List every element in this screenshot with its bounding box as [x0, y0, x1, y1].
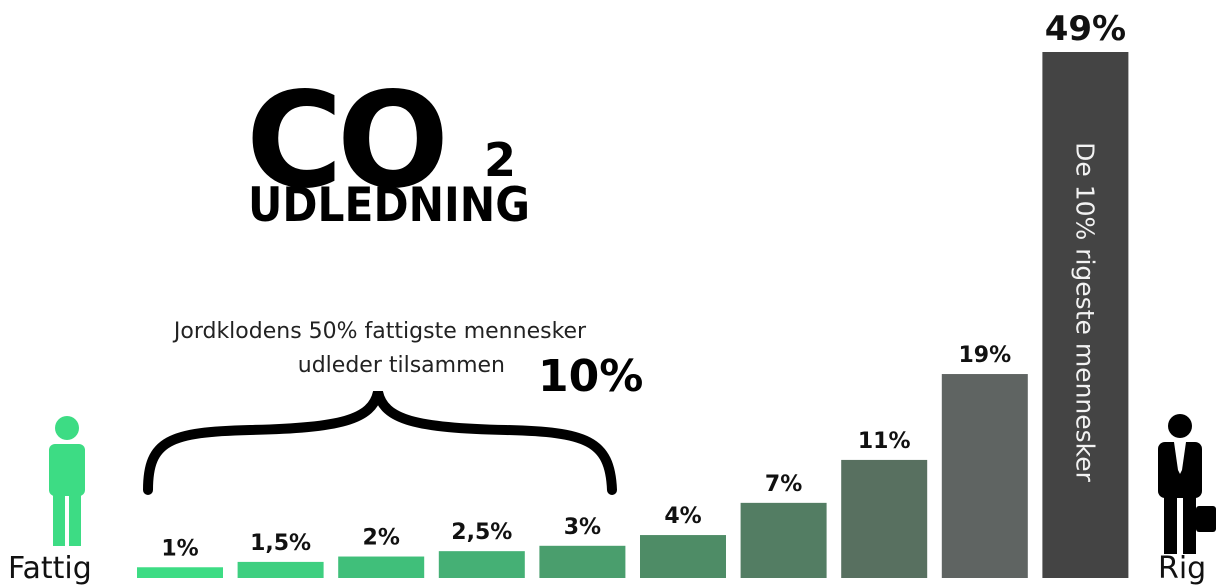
annotation-line: udleder tilsammen	[298, 353, 505, 378]
poor-person-icon	[49, 416, 85, 546]
value-label: 49%	[1045, 9, 1126, 49]
bar	[841, 459, 928, 578]
bar	[137, 567, 223, 578]
bar	[237, 561, 324, 578]
bar-note: De 10% rigeste mennesker	[1070, 142, 1099, 483]
value-label: 2%	[363, 526, 400, 551]
bar	[338, 556, 425, 578]
left-label: Fattig	[8, 551, 92, 586]
bar	[740, 502, 827, 578]
chart-title: CO	[246, 64, 443, 218]
annotation-highlight: 10%	[538, 351, 643, 402]
value-label: 2,5%	[451, 520, 512, 545]
brace	[143, 390, 617, 495]
rich-person-icon	[1158, 414, 1216, 554]
right-label: Rig	[1158, 551, 1206, 586]
value-label: 4%	[664, 504, 701, 529]
title-subscript: 2	[484, 133, 516, 187]
value-label: 11%	[858, 429, 911, 454]
bar	[640, 535, 726, 578]
value-label: 1%	[161, 536, 198, 561]
chart-subtitle: UDLEDNING	[248, 178, 530, 233]
bar	[539, 545, 626, 578]
annotation-line: Jordklodens 50% fattigste mennesker	[172, 319, 587, 344]
bar	[1042, 52, 1129, 578]
value-label: 7%	[765, 472, 802, 497]
value-label: 19%	[958, 343, 1011, 368]
bar	[438, 551, 525, 578]
value-label: 3%	[564, 515, 601, 540]
value-label: 1,5%	[250, 531, 311, 556]
bar	[941, 374, 1028, 578]
